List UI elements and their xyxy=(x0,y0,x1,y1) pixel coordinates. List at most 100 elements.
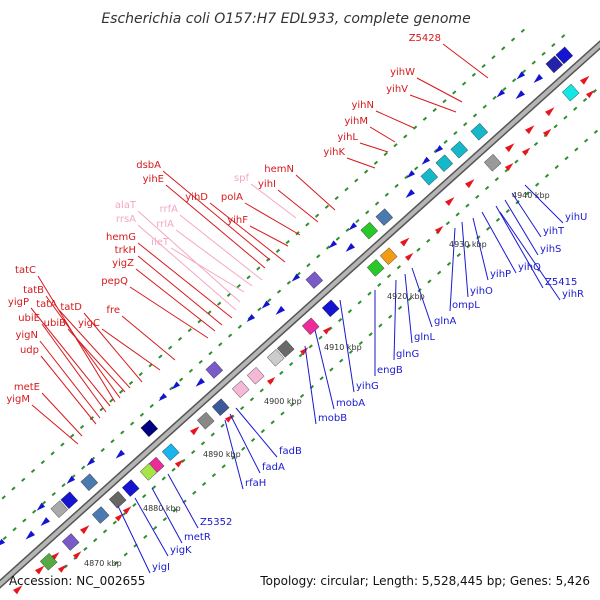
tick-mark xyxy=(259,388,264,393)
tick-mark xyxy=(339,358,344,363)
tick-mark xyxy=(172,508,177,513)
forward-feature xyxy=(366,259,385,277)
tick-mark xyxy=(119,389,124,394)
reverse-gene-label: engB xyxy=(377,365,403,376)
forward-gene-leader xyxy=(162,170,271,261)
tick-mark xyxy=(61,483,66,488)
tick-mark xyxy=(367,291,372,296)
rna-gene-label: spf xyxy=(234,173,250,184)
tick-mark xyxy=(414,166,419,171)
tick-mark xyxy=(319,376,324,381)
tick-mark xyxy=(210,432,215,437)
tick-mark xyxy=(22,518,27,523)
reverse-gene-leader xyxy=(504,199,539,256)
tick-mark xyxy=(521,69,527,74)
forward-gene-label: yihD xyxy=(185,192,208,203)
reverse-feature-body xyxy=(60,491,79,509)
forward-arrow xyxy=(299,347,309,356)
forward-feature xyxy=(161,443,180,461)
tick-mark xyxy=(502,86,507,92)
tick-mark xyxy=(329,367,334,372)
tick-mark xyxy=(422,116,428,121)
tick-mark xyxy=(456,252,461,258)
forward-gene-leader xyxy=(346,157,376,169)
reverse-feature xyxy=(80,473,99,492)
forward-feature-body xyxy=(321,299,340,318)
forward-gene-label: yihF xyxy=(227,215,248,226)
forward-feature xyxy=(121,479,140,497)
forward-arrow xyxy=(542,128,552,137)
forward-arrow xyxy=(521,147,531,156)
tick-mark xyxy=(220,423,225,428)
reverse-gene-label: yihO xyxy=(470,286,493,297)
tick-mark xyxy=(355,219,360,224)
tick-mark xyxy=(226,292,232,297)
tick-mark xyxy=(348,349,354,354)
forward-arrow xyxy=(579,75,590,85)
forward-arrow xyxy=(504,143,515,153)
forward-gene-leader xyxy=(249,225,289,247)
reverse-feature xyxy=(470,122,489,141)
tick-mark xyxy=(171,467,176,472)
rna-gene-label: alaT xyxy=(115,200,137,211)
scale-label: 4890 kbp xyxy=(203,450,241,459)
forward-gene-label: yihK xyxy=(323,147,345,158)
forward-gene-label: yigN xyxy=(15,330,38,341)
reverse-gene-label: yihS xyxy=(540,244,561,255)
reverse-arrow xyxy=(345,243,356,252)
tick-mark xyxy=(486,226,491,231)
scale-label: 4920 kbp xyxy=(387,292,425,301)
tick-mark xyxy=(93,538,98,543)
tick-mark xyxy=(102,529,108,534)
reverse-gene-label: Z5415 xyxy=(545,277,577,288)
tick-mark xyxy=(358,341,363,346)
forward-feature xyxy=(108,491,127,509)
tick-mark xyxy=(554,164,559,170)
forward-gene-label: yihN xyxy=(351,100,374,111)
tick-mark xyxy=(466,244,471,249)
reverse-gene-leader xyxy=(449,227,456,312)
rna-gene-leader xyxy=(250,183,297,219)
tick-mark xyxy=(393,143,398,148)
label-leader-lines xyxy=(30,43,564,574)
reverse-gene-label: yigI xyxy=(152,562,170,573)
tick-mark xyxy=(426,238,431,243)
tick-mark xyxy=(298,353,304,358)
forward-gene-leader xyxy=(58,309,131,389)
forward-arrow xyxy=(504,162,514,171)
tick-mark xyxy=(443,139,448,144)
tick-mark xyxy=(168,345,173,350)
tick-mark xyxy=(227,333,233,338)
forward-gene-label: yigP xyxy=(8,297,29,308)
tick-mark xyxy=(354,178,359,183)
tick-mark xyxy=(482,104,487,109)
tick-mark xyxy=(149,403,154,409)
forward-gene-leader xyxy=(277,189,319,223)
tick-mark xyxy=(525,191,530,196)
reverse-gene-label: yihG xyxy=(356,381,379,392)
forward-gene-leader xyxy=(369,126,396,143)
reverse-gene-leader xyxy=(404,273,413,344)
forward-arrow xyxy=(399,237,410,247)
reverse-arrow xyxy=(348,222,358,231)
tick-mark xyxy=(564,156,569,161)
forward-gene-label: yihE xyxy=(143,174,164,185)
tick-mark xyxy=(169,386,174,391)
tick-mark xyxy=(432,107,437,113)
reverse-feature-body xyxy=(50,500,69,518)
tick-mark xyxy=(378,323,383,328)
tick-mark xyxy=(99,407,104,412)
tick-mark xyxy=(200,441,206,446)
reverse-arrow xyxy=(496,89,506,98)
tick-mark xyxy=(461,81,467,86)
forward-gene-label: tatD xyxy=(60,302,82,313)
forward-gene-label: ubiB xyxy=(44,318,66,329)
reverse-gene-leader xyxy=(511,192,542,238)
tick-mark xyxy=(241,446,246,451)
tick-mark xyxy=(427,279,432,284)
forward-gene-label: Z5428 xyxy=(409,33,441,44)
tick-mark xyxy=(128,380,134,386)
tick-mark xyxy=(407,296,412,302)
forward-feature xyxy=(483,153,502,172)
forward-gene-leader xyxy=(244,202,301,236)
